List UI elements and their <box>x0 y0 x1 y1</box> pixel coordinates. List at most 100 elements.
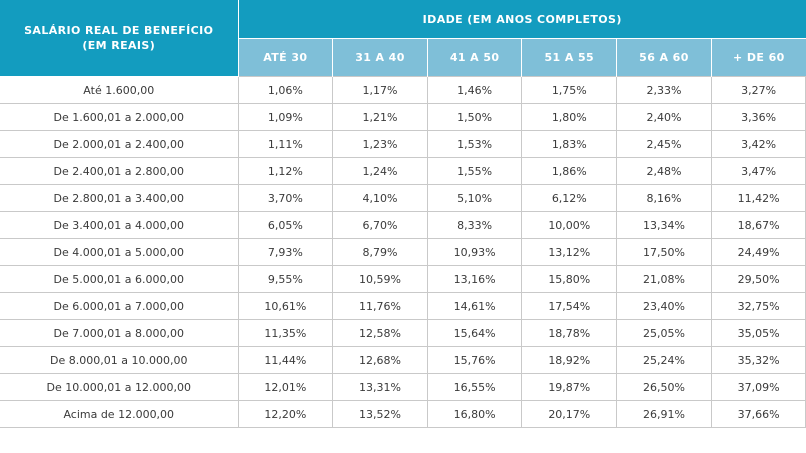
rate-cell: 6,70% <box>332 211 428 239</box>
age-group-header: IDADE (EM ANOS COMPLETOS) <box>238 0 806 39</box>
rate-cell: 1,80% <box>521 103 618 131</box>
salary-range-cell: Até 1.600,00 <box>0 76 239 104</box>
rate-cell: 13,16% <box>426 265 523 293</box>
salary-range-cell: De 7.000,01 a 8.000,00 <box>0 319 239 347</box>
table-row: De 10.000,01 a 12.000,00 12,01% 13,31% 16,5… <box>0 373 806 401</box>
rate-cell: 1,86% <box>521 157 618 185</box>
table-header: SALÁRIO REAL DE BENEFÍCIO (EM REAIS) IDA… <box>0 0 806 77</box>
salary-column-header: SALÁRIO REAL DE BENEFÍCIO (EM REAIS) <box>0 0 239 77</box>
salary-range-cell: De 4.000,01 a 5.000,00 <box>0 238 239 266</box>
salary-range-cell: De 5.000,01 a 6.000,00 <box>0 265 239 293</box>
rate-cell: 10,61% <box>237 292 334 320</box>
header-row-top: SALÁRIO REAL DE BENEFÍCIO (EM REAIS) IDA… <box>0 0 806 77</box>
rate-cell: 37,66% <box>710 400 806 428</box>
table-row: De 8.000,01 a 10.000,00 11,44% 12,68% 15,76… <box>0 346 806 374</box>
rate-cell: 1,06% <box>237 76 334 104</box>
salary-header-line2: (EM REAIS) <box>82 39 156 52</box>
table-row: De 3.400,01 a 4.000,00 6,05% 6,70% 8,33% 10,… <box>0 211 806 239</box>
rate-cell: 1,09% <box>237 103 334 131</box>
rate-cell: 11,76% <box>332 292 428 320</box>
rate-cell: 26,91% <box>616 400 712 428</box>
rate-cell: 2,45% <box>616 130 712 158</box>
rate-cell: 37,09% <box>710 373 806 401</box>
salary-range-cell: De 2.400,01 a 2.800,00 <box>0 157 239 185</box>
rate-cell: 12,01% <box>237 373 334 401</box>
age-column-header: 41 A 50 <box>426 38 522 77</box>
salary-range-cell: Acima de 12.000,00 <box>0 400 239 428</box>
age-column-header: + DE 60 <box>710 38 806 77</box>
salary-range-cell: De 1.600,01 a 2.000,00 <box>0 103 239 131</box>
rate-cell: 2,33% <box>616 76 712 104</box>
rate-cell: 19,87% <box>521 373 618 401</box>
rate-cell: 16,80% <box>426 400 523 428</box>
age-column-header: 31 A 40 <box>332 38 428 77</box>
rate-cell: 3,70% <box>237 184 334 212</box>
rate-cell: 6,05% <box>237 211 334 239</box>
rate-cell: 13,34% <box>616 211 712 239</box>
rate-cell: 16,55% <box>426 373 523 401</box>
rate-cell: 1,46% <box>426 76 523 104</box>
rate-cell: 1,53% <box>426 130 523 158</box>
table-row: De 7.000,01 a 8.000,00 11,35% 12,58% 15,64%… <box>0 319 806 347</box>
rate-cell: 10,59% <box>332 265 428 293</box>
rate-cell: 11,42% <box>710 184 806 212</box>
rate-cell: 32,75% <box>710 292 806 320</box>
salary-range-cell: De 6.000,01 a 7.000,00 <box>0 292 239 320</box>
rate-cell: 25,24% <box>616 346 712 374</box>
rate-cell: 6,12% <box>521 184 618 212</box>
rate-cell: 17,54% <box>521 292 618 320</box>
rate-cell: 4,10% <box>332 184 428 212</box>
table-row: De 5.000,01 a 6.000,00 9,55% 10,59% 13,16% 1… <box>0 265 806 293</box>
rate-cell: 18,67% <box>710 211 806 239</box>
contribution-rate-table: SALÁRIO REAL DE BENEFÍCIO (EM REAIS) IDA… <box>0 0 806 428</box>
rate-cell: 29,50% <box>710 265 806 293</box>
table-row: De 2.000,01 a 2.400,00 1,11% 1,23% 1,53% 1,8… <box>0 130 806 158</box>
rate-cell: 3,27% <box>710 76 806 104</box>
table-row: De 2.800,01 a 3.400,00 3,70% 4,10% 5,10% 6,1… <box>0 184 806 212</box>
rate-cell: 1,75% <box>521 76 618 104</box>
rate-cell: 1,50% <box>426 103 523 131</box>
age-column-header: 51 A 55 <box>521 38 617 77</box>
rate-cell: 21,08% <box>616 265 712 293</box>
rate-cell: 13,31% <box>332 373 428 401</box>
rate-cell: 11,35% <box>237 319 334 347</box>
rate-cell: 18,78% <box>521 319 618 347</box>
rate-cell: 25,05% <box>616 319 712 347</box>
rate-cell: 18,92% <box>521 346 618 374</box>
rate-cell: 3,36% <box>710 103 806 131</box>
table-row: Acima de 12.000,00 12,20% 13,52% 16,80% 20,1… <box>0 400 806 428</box>
rate-cell: 12,20% <box>237 400 334 428</box>
rate-cell: 9,55% <box>237 265 334 293</box>
salary-range-cell: De 3.400,01 a 4.000,00 <box>0 211 239 239</box>
table-body: Até 1.600,00 1,06% 1,17% 1,46% 1,75% 2,33% 3,2… <box>0 76 806 428</box>
rate-cell: 1,11% <box>237 130 334 158</box>
rate-cell: 1,17% <box>332 76 428 104</box>
rate-cell: 24,49% <box>710 238 806 266</box>
rate-cell: 1,12% <box>237 157 334 185</box>
rate-cell: 13,52% <box>332 400 428 428</box>
rate-cell: 13,12% <box>521 238 618 266</box>
rate-cell: 1,24% <box>332 157 428 185</box>
table-row: De 6.000,01 a 7.000,00 10,61% 11,76% 14,61%… <box>0 292 806 320</box>
salary-range-cell: De 8.000,01 a 10.000,00 <box>0 346 239 374</box>
salary-range-cell: De 10.000,01 a 12.000,00 <box>0 373 239 401</box>
rate-cell: 2,40% <box>616 103 712 131</box>
rate-cell: 3,47% <box>710 157 806 185</box>
table-row: De 2.400,01 a 2.800,00 1,12% 1,24% 1,55% 1,8… <box>0 157 806 185</box>
rate-cell: 2,48% <box>616 157 712 185</box>
rate-cell: 7,93% <box>237 238 334 266</box>
rate-cell: 20,17% <box>521 400 618 428</box>
rate-cell: 26,50% <box>616 373 712 401</box>
age-column-header: ATÉ 30 <box>237 38 333 77</box>
salary-range-cell: De 2.800,01 a 3.400,00 <box>0 184 239 212</box>
rate-cell: 10,93% <box>426 238 523 266</box>
table-row: Até 1.600,00 1,06% 1,17% 1,46% 1,75% 2,33% 3,2… <box>0 76 806 104</box>
rate-cell: 15,80% <box>521 265 618 293</box>
rate-cell: 10,00% <box>521 211 618 239</box>
rate-cell: 12,68% <box>332 346 428 374</box>
rate-cell: 8,33% <box>426 211 523 239</box>
salary-range-cell: De 2.000,01 a 2.400,00 <box>0 130 239 158</box>
rate-cell: 15,64% <box>426 319 523 347</box>
salary-header-line1: SALÁRIO REAL DE BENEFÍCIO <box>24 24 214 37</box>
rate-cell: 8,16% <box>616 184 712 212</box>
